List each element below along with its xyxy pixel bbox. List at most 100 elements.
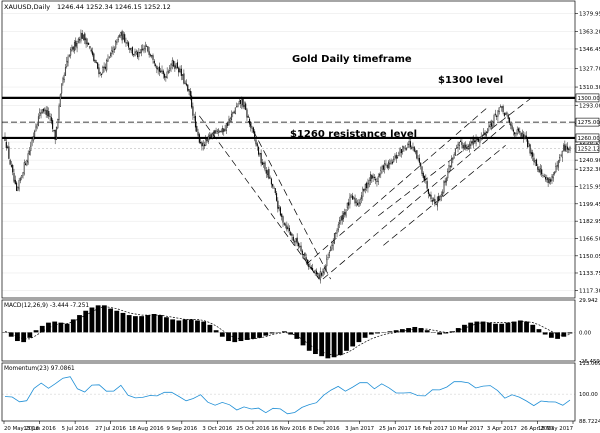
- macd-histogram-bar: [269, 332, 275, 334]
- candle-body: [71, 47, 73, 51]
- candle-body: [427, 189, 429, 194]
- candle-body: [408, 141, 410, 145]
- macd-histogram-bar: [89, 307, 95, 333]
- candle-body: [279, 207, 281, 216]
- candle-body: [211, 133, 213, 139]
- chart-header: XAUUSD,Daily 1246.44 1252.34 1246.15 125…: [4, 3, 171, 11]
- candle-body: [100, 74, 103, 75]
- macd-histogram-bar: [567, 332, 573, 334]
- candle-body: [139, 52, 141, 53]
- macd-signal-path: [4, 306, 571, 356]
- candle-body: [91, 51, 94, 55]
- candle-body: [254, 131, 256, 139]
- date-tick-label: 26 Apr 2017: [521, 426, 554, 432]
- candle-body: [104, 66, 106, 69]
- macd-label: MACD(12,26,9) -3.444 -7.251: [4, 303, 89, 309]
- candle-body: [99, 72, 101, 74]
- candle-body: [13, 173, 15, 182]
- macd-histogram-bar: [21, 332, 27, 343]
- macd-histogram-bar: [27, 332, 33, 338]
- macd-histogram-bar: [238, 332, 244, 342]
- date-tick-label: 10 Mar 2017: [449, 426, 483, 432]
- macd-histogram-bar: [244, 332, 250, 340]
- candle-body: [551, 176, 553, 181]
- candle-body: [58, 105, 60, 120]
- candle-body: [465, 144, 467, 148]
- candle-body: [77, 38, 79, 43]
- candle-body: [448, 165, 450, 172]
- momentum-line: [2, 376, 575, 415]
- candle-body: [305, 257, 307, 261]
- candle-body: [81, 33, 83, 39]
- candle-body: [245, 103, 247, 110]
- candle-body: [256, 143, 258, 147]
- candle-body: [300, 245, 302, 251]
- momentum-tick-label: 113.0696: [579, 361, 600, 367]
- price-panel: 1379.95 1363.20 1346.45 1327.70 1310.30 1293.…: [2, 3, 600, 294]
- candle-body: [175, 63, 177, 68]
- candle-body: [296, 237, 298, 244]
- candle-body: [323, 268, 325, 274]
- candle-body: [328, 252, 330, 256]
- candle-body: [355, 201, 357, 203]
- candle-body: [463, 144, 465, 150]
- candle-body: [274, 188, 276, 194]
- macd-tick-label: 0.00: [579, 330, 592, 336]
- panel-frames: [1, 0, 576, 422]
- candle-body: [341, 215, 343, 221]
- macd-histogram-bar: [542, 332, 548, 335]
- candle-body: [18, 180, 20, 189]
- candle-body: [490, 123, 493, 127]
- candle-body: [66, 60, 68, 67]
- candle-body: [112, 47, 114, 53]
- timeframe-annotation: Gold Daily timeframe: [292, 54, 412, 65]
- candle-body: [555, 166, 557, 173]
- candle-body: [28, 151, 30, 155]
- candle-body: [317, 272, 319, 275]
- price-tick-label: 1240.90: [579, 158, 600, 164]
- candle-body: [382, 165, 384, 170]
- candle-body: [430, 194, 432, 200]
- candle-body: [301, 250, 303, 255]
- candle-body: [23, 162, 25, 174]
- trend-line: [199, 115, 320, 280]
- candle-body: [126, 42, 128, 45]
- macd-histogram-bar: [462, 324, 467, 333]
- candle-body: [453, 154, 455, 158]
- candle-body: [129, 47, 131, 50]
- candle-body: [50, 117, 52, 122]
- macd-histogram-bar: [83, 310, 89, 333]
- candle-body: [278, 207, 280, 210]
- candle-body: [550, 179, 552, 182]
- date-tick-label: 5 Jul 2016: [62, 426, 90, 432]
- candle-body: [170, 64, 172, 69]
- candle-body: [547, 177, 549, 184]
- momentum-y-axis: 113.0696 100.00 88.7224: [579, 361, 600, 425]
- macd-histogram-bar: [418, 328, 424, 333]
- candle-body: [517, 128, 520, 132]
- macd-histogram-bar: [443, 332, 449, 334]
- macd-histogram-bar: [474, 321, 480, 333]
- macd-histogram-bar: [486, 322, 492, 333]
- candle-body: [201, 142, 203, 147]
- candle-body: [48, 111, 50, 117]
- candle-body: [529, 144, 531, 154]
- price-gridlines: [2, 13, 575, 291]
- candle-body: [113, 48, 115, 50]
- macd-histogram-bar: [182, 319, 188, 333]
- macd-histogram-bar: [114, 310, 120, 333]
- candle-body: [493, 115, 495, 123]
- candle-body: [61, 83, 63, 94]
- candle-body: [210, 134, 212, 138]
- candle-body: [537, 166, 539, 170]
- candle-body: [391, 161, 393, 164]
- candle-body: [125, 42, 127, 44]
- macd-histogram-bar: [232, 332, 238, 343]
- candle-body: [212, 131, 215, 135]
- candle-body: [36, 124, 38, 128]
- macd-tick-label: 29.942: [579, 298, 598, 304]
- candle-body: [449, 166, 451, 168]
- macd-histogram-bar: [437, 332, 443, 335]
- candle-body: [180, 68, 182, 76]
